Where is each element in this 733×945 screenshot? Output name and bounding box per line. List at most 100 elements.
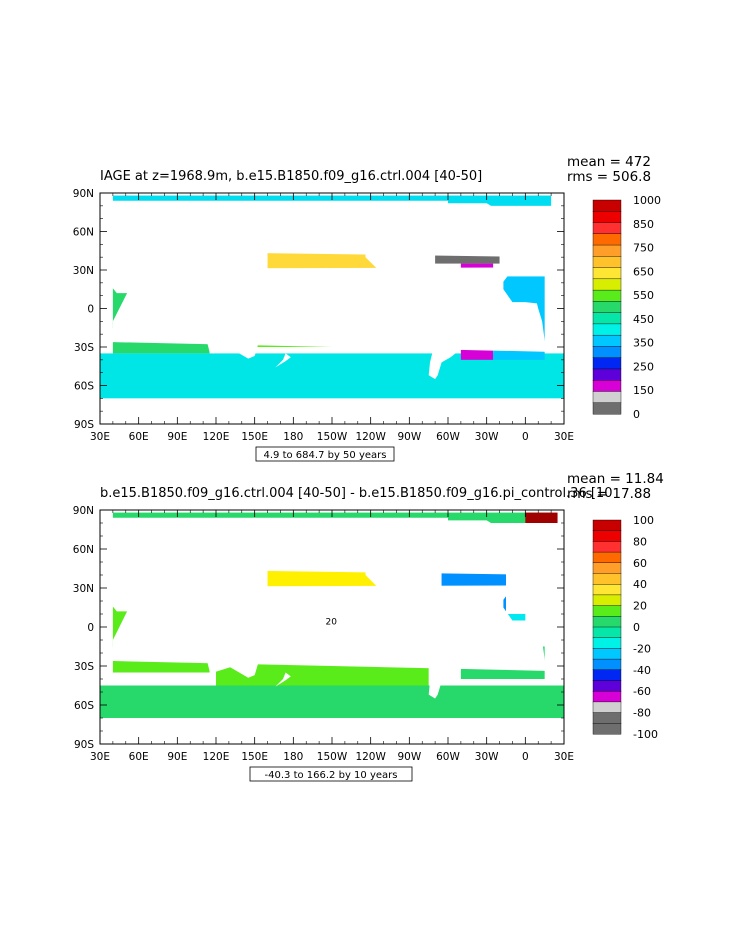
colorbar-swatch <box>592 680 622 692</box>
colorbar-label: -20 <box>633 642 651 655</box>
x-tick-label: 30W <box>475 751 499 763</box>
colorbar-swatch <box>592 289 622 302</box>
y-axis: 90N 60N 30N 0 30S 60S 90S <box>73 188 564 431</box>
colorbar-swatch <box>592 402 622 415</box>
y-tick-label: 30N <box>73 583 94 595</box>
y-tick-label: 60N <box>73 544 94 556</box>
colorbar-swatch <box>592 723 622 735</box>
panel-iage: IAGE at z=1968.9m, b.e15.B1850.f09_g16.c… <box>73 154 661 462</box>
colorbar-swatch <box>592 691 622 703</box>
y-tick-label: 30S <box>74 661 94 673</box>
colorbar-swatch <box>592 391 622 404</box>
x-tick-label: 60W <box>436 431 460 443</box>
x-tick-label: 150W <box>317 751 348 763</box>
panel-difference: b.e15.B1850.f09_g16.ctrl.004 [40-50] - b… <box>73 471 664 782</box>
colorbar-swatch <box>592 380 622 392</box>
colorbar-swatch <box>592 658 622 671</box>
colorbar-swatch <box>592 222 622 235</box>
colorbar-swatch <box>592 368 622 381</box>
colorbar-swatch <box>592 551 622 564</box>
colorbar-swatch <box>592 712 622 724</box>
x-tick-label: 150W <box>317 431 348 443</box>
colorbar-swatch <box>592 357 622 370</box>
y-tick-label: 90N <box>73 505 94 517</box>
region-cell <box>100 685 564 718</box>
x-axis: 30E 60E 90E 120E 150E 180 150W 120W 90W 60W 30W 0 30… <box>90 510 574 763</box>
colorbar-swatch <box>592 626 622 639</box>
colorbar-swatch <box>592 584 622 596</box>
colorbar-label: 250 <box>633 360 654 373</box>
colorbar-label: 0 <box>633 408 640 421</box>
land-polygon <box>183 302 216 319</box>
land-polygon <box>118 325 126 341</box>
colorbar-swatch <box>592 312 622 325</box>
x-tick-label: 120W <box>355 431 386 443</box>
x-tick-label: 60W <box>436 751 460 763</box>
colorbar-swatch <box>592 256 622 268</box>
contour-info: 4.9 to 684.7 by 50 years <box>264 450 387 461</box>
y-tick-label: 60N <box>73 227 94 239</box>
y-tick-label: 90S <box>74 419 94 431</box>
colorbar-label: 0 <box>633 621 640 634</box>
land-polygon <box>207 322 259 359</box>
contour-label: 20 <box>326 617 338 627</box>
colorbar-swatch <box>592 233 622 246</box>
colorbar-label: 60 <box>633 557 647 570</box>
colorbar-swatch <box>592 701 622 714</box>
colorbar: 100 80 60 40 20 0 -20 -40 -60 -80 -100 <box>592 514 658 741</box>
colorbar-swatch <box>592 616 622 628</box>
y-tick-label: 0 <box>87 304 94 316</box>
y-tick-label: 60S <box>74 381 94 393</box>
colorbar-label: 550 <box>633 289 654 302</box>
x-tick-label: 90W <box>397 431 421 443</box>
region-cell <box>100 353 564 399</box>
title: b.e15.B1850.f09_g16.ctrl.004 [40-50] - b… <box>100 486 612 501</box>
mean-label: mean = 11.84 <box>567 471 664 487</box>
y-tick-label: 30S <box>74 342 94 354</box>
y-tick-label: 60S <box>74 700 94 712</box>
x-tick-label: 0 <box>522 431 529 443</box>
colorbar-swatch <box>592 211 622 223</box>
colorbar-swatch <box>592 334 622 347</box>
x-tick-label: 60E <box>129 751 149 763</box>
colorbar-swatch <box>592 199 622 212</box>
colorbar-label: 850 <box>633 218 654 231</box>
land-polygon <box>243 312 255 322</box>
x-tick-label: 90E <box>167 431 187 443</box>
land-polygon <box>275 353 291 368</box>
colorbar-label: 750 <box>633 242 654 255</box>
land-mask <box>100 517 564 744</box>
land-polygon <box>100 517 448 536</box>
colorbar-swatch <box>592 267 622 280</box>
region-cell <box>525 512 558 523</box>
colorbar-swatch <box>592 637 622 649</box>
colorbar-swatch <box>592 573 622 585</box>
colorbar-label: 150 <box>633 384 654 397</box>
land-polygon <box>100 200 448 219</box>
colorbar-label: 650 <box>633 265 654 278</box>
colorbar-label: 80 <box>633 535 647 548</box>
land-polygon <box>227 569 245 586</box>
land-polygon <box>227 252 245 268</box>
contour-info: -40.3 to 166.2 by 10 years <box>265 770 398 781</box>
land-polygon <box>435 520 500 549</box>
colorbar-swatch <box>592 648 622 660</box>
land-polygon <box>207 641 259 678</box>
x-tick-label: 30W <box>475 431 499 443</box>
x-tick-label: 30E <box>90 751 110 763</box>
x-tick-label: 60E <box>129 431 149 443</box>
colorbar-swatch <box>592 519 622 532</box>
x-tick-label: 90E <box>167 751 187 763</box>
colorbar-swatch <box>592 530 622 542</box>
colorbar-label: 1000 <box>633 194 661 207</box>
colorbar-swatch <box>592 562 622 574</box>
x-tick-label: 150E <box>241 751 268 763</box>
y-axis: 90N 60N 30N 0 30S 60S 90S <box>73 505 564 751</box>
contour-info-box: 4.9 to 684.7 by 50 years <box>255 446 395 462</box>
colorbar-swatch <box>592 278 622 291</box>
colorbar-label: -60 <box>633 685 651 698</box>
land-polygon <box>118 643 126 660</box>
colorbar-swatch <box>592 323 622 336</box>
y-tick-label: 30N <box>73 265 94 277</box>
